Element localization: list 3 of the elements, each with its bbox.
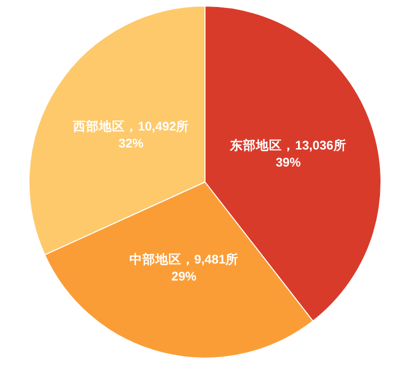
slice-label: 西部地区，10,492所 32% [72,118,190,150]
slice-label: 东部地区，13,036所 39% [229,137,346,170]
slice-label: 中部地区，9,481所 29% [129,251,239,284]
